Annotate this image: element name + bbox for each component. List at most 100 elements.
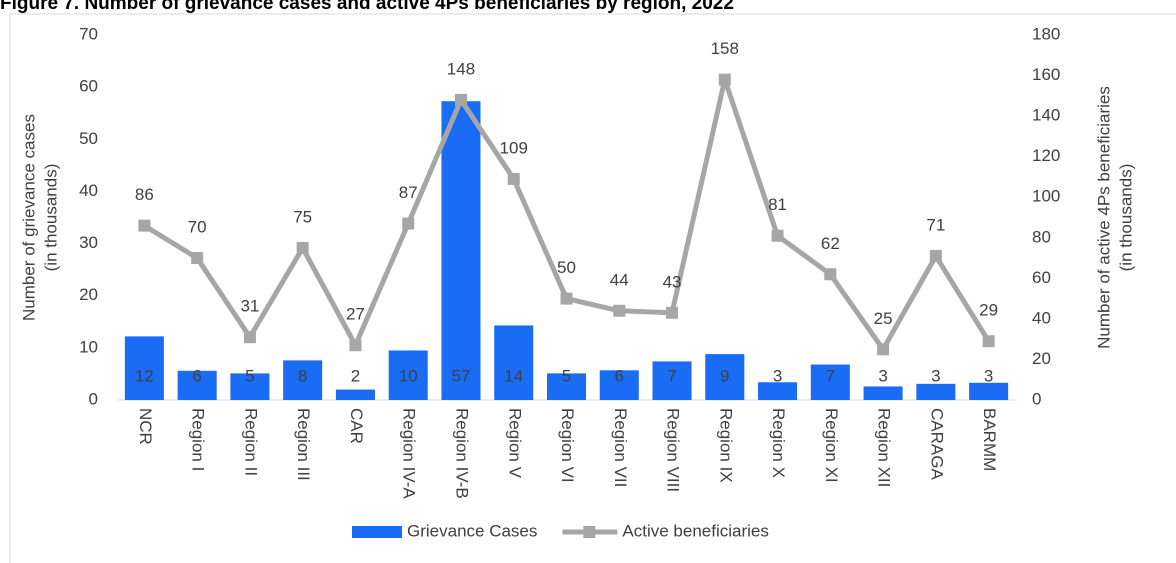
line-value-label: 29 xyxy=(979,301,998,320)
bar-value-label: 14 xyxy=(504,366,523,385)
bar-value-label: 6 xyxy=(615,366,624,385)
bar-value-label: 7 xyxy=(667,366,676,385)
bar xyxy=(230,373,270,400)
x-tick-label: Region IV-B xyxy=(452,408,471,499)
line-marker xyxy=(877,343,890,356)
bar-value-label: 3 xyxy=(931,366,940,385)
y2-tick-label: 140 xyxy=(1032,106,1060,125)
y-axis-title: (in thousands) xyxy=(41,164,60,272)
legend-swatch xyxy=(352,526,402,538)
bar xyxy=(916,383,956,400)
line-marker xyxy=(929,250,942,263)
x-tick-label: Region IV-A xyxy=(400,408,419,499)
line-marker xyxy=(243,331,256,344)
line-marker xyxy=(296,241,309,254)
y-tick-label: 10 xyxy=(79,337,98,356)
line-value-label: 43 xyxy=(663,272,682,291)
y2-tick-label: 20 xyxy=(1032,349,1051,368)
bar-value-label: 5 xyxy=(245,366,254,385)
line-value-label: 87 xyxy=(399,183,418,202)
bar-value-label: 8 xyxy=(298,366,307,385)
line-value-label: 25 xyxy=(874,309,893,328)
bar-value-label: 12 xyxy=(135,366,154,385)
y2-tick-label: 180 xyxy=(1032,24,1060,43)
line-value-label: 50 xyxy=(557,258,576,277)
line-marker xyxy=(507,172,520,185)
bar-value-label: 7 xyxy=(826,366,835,385)
x-tick-label: CARAGA xyxy=(927,408,946,480)
line-marker xyxy=(824,268,837,281)
line-value-label: 81 xyxy=(768,195,787,214)
line-value-label: 62 xyxy=(821,234,840,253)
y-tick-label: 0 xyxy=(89,389,98,408)
line-value-label: 86 xyxy=(135,185,154,204)
y-tick-label: 60 xyxy=(79,77,98,96)
bar xyxy=(599,370,639,400)
y2-tick-label: 100 xyxy=(1032,187,1060,206)
line-value-label: 109 xyxy=(500,138,528,157)
line xyxy=(143,77,991,352)
chart-title: Figure 7. Number of grievance cases and … xyxy=(0,0,734,14)
bar xyxy=(810,364,850,400)
line-value-label: 71 xyxy=(926,216,945,235)
x-tick-label: CAR xyxy=(347,408,366,444)
x-tick-label: Region XI xyxy=(822,408,841,483)
line-value-label: 158 xyxy=(711,39,739,58)
bar-value-label: 10 xyxy=(399,366,418,385)
y2-axis-title: Number of active 4Ps beneficiaries xyxy=(1094,86,1113,349)
line-value-label: 27 xyxy=(346,305,365,324)
bar-value-label: 6 xyxy=(192,366,201,385)
bar xyxy=(335,389,375,400)
bar-value-label: 3 xyxy=(878,366,887,385)
line-value-label: 148 xyxy=(447,59,475,78)
bar-value-label: 9 xyxy=(720,366,729,385)
x-tick-label: Region VIII xyxy=(664,408,683,492)
legend-marker xyxy=(583,526,596,538)
bar xyxy=(652,361,692,400)
bar-value-label: 57 xyxy=(452,366,471,385)
y-tick-label: 50 xyxy=(79,129,98,148)
bar xyxy=(863,386,903,400)
line-value-label: 44 xyxy=(610,270,629,289)
x-tick-label: Region X xyxy=(769,408,788,478)
y-tick-label: 30 xyxy=(79,233,98,252)
y2-tick-label: 40 xyxy=(1032,308,1051,327)
line-marker xyxy=(982,335,995,348)
line-marker xyxy=(560,292,573,305)
bar xyxy=(388,350,428,400)
line-marker xyxy=(613,304,626,317)
bar xyxy=(546,373,587,400)
line-marker xyxy=(771,229,784,242)
legend-label: Grievance Cases xyxy=(407,521,537,540)
line-marker xyxy=(138,219,151,232)
bar xyxy=(969,382,1009,400)
bar xyxy=(705,354,745,400)
y2-tick-label: 80 xyxy=(1032,227,1051,246)
bar xyxy=(177,370,217,400)
bar xyxy=(758,382,798,400)
y-axis-title: Number of grievance cases xyxy=(19,114,38,321)
y-tick-label: 20 xyxy=(79,285,98,304)
bar xyxy=(441,101,481,400)
bar xyxy=(283,360,323,400)
bar-value-label: 5 xyxy=(562,366,571,385)
chart-frame xyxy=(9,13,1176,563)
bar-value-label: 3 xyxy=(773,366,782,385)
legend-label: Active beneficiaries xyxy=(622,521,768,540)
x-tick-label: Region II xyxy=(241,408,260,476)
y-tick-label: 70 xyxy=(79,24,98,43)
x-tick-label: NCR xyxy=(136,408,155,445)
x-tick-label: Region V xyxy=(505,408,524,479)
bar-value-label: 2 xyxy=(351,366,360,385)
x-tick-label: Region VI xyxy=(558,408,577,483)
line-marker xyxy=(191,252,204,265)
x-tick-label: Region XII xyxy=(875,408,894,487)
bar xyxy=(494,325,534,400)
y-tick-label: 40 xyxy=(79,181,98,200)
line-marker xyxy=(718,73,731,86)
line-value-label: 31 xyxy=(240,297,259,316)
y2-tick-label: 120 xyxy=(1032,146,1060,165)
line-value-label: 75 xyxy=(293,207,312,226)
line-marker xyxy=(402,217,415,230)
